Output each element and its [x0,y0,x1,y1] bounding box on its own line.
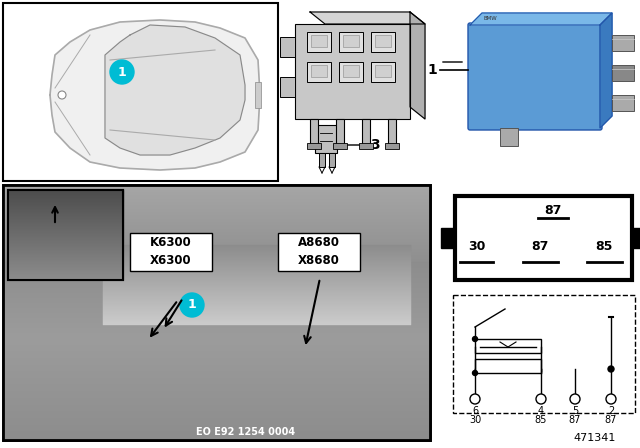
Text: 6: 6 [472,406,478,416]
Bar [130,233,212,271]
Text: 30: 30 [468,240,486,253]
Circle shape [536,394,546,404]
Circle shape [472,336,477,341]
Text: 30: 30 [469,415,481,425]
Polygon shape [410,12,425,119]
Bar [375,65,391,77]
Bar [371,62,395,82]
Polygon shape [50,20,260,170]
Text: 5: 5 [572,406,578,416]
Text: 4: 4 [538,406,544,416]
FancyBboxPatch shape [468,23,602,130]
Bar [343,65,359,77]
Bar [319,153,325,167]
Text: 1: 1 [188,298,196,311]
Bar [295,24,410,119]
Bar [475,339,541,353]
Circle shape [570,394,580,404]
Bar [8,190,123,280]
Polygon shape [600,13,612,128]
Bar [388,119,396,147]
Bar [307,62,331,82]
Text: 2: 2 [468,55,477,69]
Circle shape [110,60,134,84]
Bar [333,143,347,149]
Text: 471341: 471341 [574,433,616,443]
Text: 2: 2 [608,406,614,416]
Bar [339,62,363,82]
Circle shape [180,293,204,317]
Text: 3: 3 [370,138,380,152]
Bar [453,295,635,413]
Bar [612,35,634,51]
Bar [8,190,123,280]
Bar [343,35,359,47]
Bar [362,119,370,147]
Text: EO E92 1254 0004: EO E92 1254 0004 [196,427,296,437]
Bar [336,119,344,147]
Circle shape [608,366,614,372]
Text: 1: 1 [118,65,126,78]
Circle shape [470,394,480,404]
Bar [612,65,634,81]
Bar [280,77,295,97]
Bar [315,125,337,153]
Text: 85: 85 [595,240,612,253]
Bar [329,153,335,167]
Polygon shape [310,12,425,24]
Bar [310,119,318,147]
Bar [371,32,395,52]
Bar [632,228,640,248]
Text: A8680
X8680: A8680 X8680 [298,237,340,267]
Circle shape [606,394,616,404]
Bar [255,82,261,108]
Bar [475,359,541,373]
Text: K6300
X6300: K6300 X6300 [150,237,192,267]
Text: 87: 87 [544,203,562,216]
Bar [311,35,327,47]
Bar [3,185,430,440]
Polygon shape [105,25,245,155]
Bar [311,65,327,77]
Circle shape [472,370,477,375]
Text: BMW: BMW [483,16,497,21]
Polygon shape [470,13,612,25]
Text: 87: 87 [605,415,617,425]
Bar [359,143,373,149]
Bar [3,185,430,440]
Circle shape [58,91,66,99]
Bar [307,143,321,149]
Bar [612,95,634,111]
Bar [455,196,632,280]
Bar [339,32,363,52]
Bar [278,233,360,271]
Bar [385,143,399,149]
Text: 87: 87 [569,415,581,425]
Bar [500,128,518,146]
Bar [307,32,331,52]
Text: 1: 1 [428,63,437,77]
Bar [441,228,455,248]
Bar [375,35,391,47]
Bar [280,37,295,57]
Text: 85: 85 [535,415,547,425]
Bar [3,3,278,181]
Text: 87: 87 [531,240,548,253]
